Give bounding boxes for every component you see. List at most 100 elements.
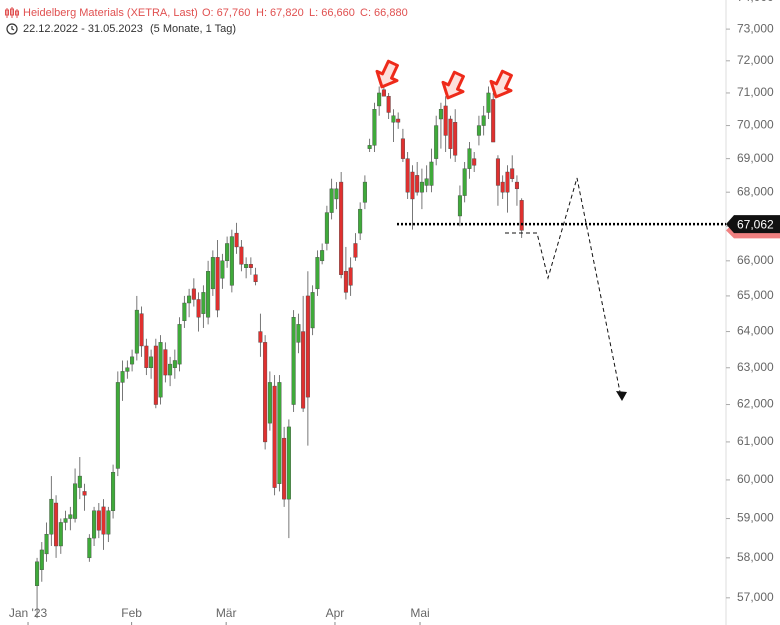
candle-body (35, 561, 40, 586)
x-tick-label: Mai (410, 606, 429, 620)
ohlc-label: C: 66,880 (360, 7, 408, 19)
candle-body (225, 243, 230, 262)
candle-body (514, 181, 519, 190)
candle-body (277, 382, 282, 484)
candle-body (391, 115, 396, 123)
candle-body (362, 181, 367, 203)
candle-body (282, 437, 287, 500)
candle-body (438, 109, 443, 120)
y-tick-label: 74,000 (737, 0, 774, 4)
candle-body (111, 472, 116, 511)
candle-body (182, 302, 187, 322)
y-tick-label: 65,000 (737, 288, 774, 302)
candle-body (115, 382, 120, 469)
x-tick-label: Feb (121, 606, 142, 620)
candle-body (49, 498, 54, 535)
projection (505, 177, 621, 393)
candle-body (39, 549, 44, 570)
y-tick-label: 64,000 (737, 324, 774, 338)
candle-body (329, 188, 334, 213)
candle-body (429, 161, 434, 186)
candle-body (248, 264, 253, 268)
candle-body (172, 360, 177, 368)
y-tick-label: 66,000 (737, 253, 774, 267)
candle-body (419, 181, 424, 193)
candle-body (92, 510, 97, 539)
candle-body (44, 533, 49, 555)
y-tick-label: 61,000 (737, 434, 774, 448)
candle-body (253, 274, 258, 283)
candle-body (272, 385, 277, 488)
candle-body (519, 200, 524, 231)
header: Heidelberg Materials (XETRA, Last) O: 67… (5, 7, 408, 35)
y-tick-label: 69,000 (737, 151, 774, 165)
candle-body (296, 324, 301, 343)
y-tick-label: 73,000 (737, 21, 774, 35)
y-tick-label: 60,000 (737, 472, 774, 486)
candle-body (229, 236, 234, 286)
y-tick-label: 71,000 (737, 85, 774, 99)
y-tick-label: 62,000 (737, 397, 774, 411)
candle-body (220, 260, 225, 279)
candle-body (305, 295, 310, 398)
candle-body (168, 363, 173, 376)
candle-body (82, 491, 87, 496)
candle-body (149, 356, 154, 368)
candle-body (286, 426, 291, 500)
candle-body (301, 331, 306, 409)
candle-body (130, 356, 135, 365)
candle-body (339, 181, 344, 275)
y-tick-label: 72,000 (737, 53, 774, 67)
candle-body (163, 349, 168, 376)
candle-body (206, 271, 211, 318)
y-tick-label: 68,000 (737, 184, 774, 198)
candle-body (291, 317, 296, 405)
candle-body (396, 118, 401, 123)
candle-body (239, 246, 244, 265)
candle-body (191, 288, 196, 300)
candle-body (415, 175, 420, 193)
y-tick-label: 70,000 (737, 118, 774, 132)
candle-body (101, 506, 106, 535)
candle-body (258, 331, 263, 343)
candle-body (481, 115, 486, 126)
candle-body (106, 510, 111, 535)
candle-body (510, 168, 515, 179)
subtitle: 22.12.2022 - 31.05.2023 (23, 23, 143, 35)
candle-body (158, 342, 163, 398)
support-label: 67,062 (737, 217, 774, 231)
candle-body (234, 232, 239, 248)
candle-body (87, 537, 92, 559)
candle-body (353, 243, 358, 258)
candle-body (315, 257, 320, 290)
candle-body (434, 125, 439, 159)
candle-body (54, 502, 59, 547)
y-tick-label: 58,000 (737, 550, 774, 564)
projection-arrowhead (616, 391, 627, 401)
candle-body (462, 168, 467, 196)
candle-body (348, 267, 353, 286)
candle-body (410, 171, 415, 200)
support-tag (726, 215, 780, 234)
candle-body (377, 92, 382, 107)
candle-body (96, 510, 101, 531)
candle-body (476, 125, 481, 136)
candle-body (453, 122, 458, 156)
candle-body (405, 158, 410, 193)
candle-body (448, 118, 453, 149)
candle-body (500, 181, 505, 193)
candle-body (139, 313, 144, 347)
candle-body (77, 475, 82, 488)
candle-body (125, 367, 130, 372)
candle-body (63, 518, 68, 523)
candle-body (263, 342, 268, 443)
candle-body (324, 212, 329, 244)
top-arrows (375, 59, 513, 100)
candle-body (73, 483, 78, 519)
y-tick-label: 59,000 (737, 511, 774, 525)
clock-icon (6, 23, 18, 35)
candle-body (210, 257, 215, 290)
candle-body (215, 257, 220, 311)
candle-body (201, 292, 206, 314)
